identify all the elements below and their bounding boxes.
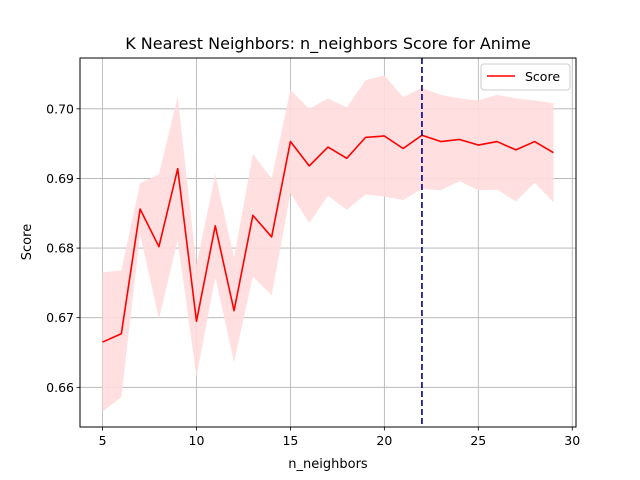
x-tick-label: 15	[282, 433, 298, 448]
y-axis-label: Score	[20, 224, 35, 260]
score-line-layer	[102, 134, 554, 343]
confidence-band	[102, 75, 554, 412]
legend: Score	[480, 63, 571, 91]
y-tick-label: 0.66	[46, 380, 74, 395]
y-tick-label: 0.67	[46, 310, 74, 325]
x-tick-label: 10	[189, 433, 205, 448]
plot-frame	[79, 57, 577, 428]
y-tick-label: 0.70	[46, 101, 74, 116]
chart-title: K Nearest Neighbors: n_neighbors Score f…	[125, 34, 531, 54]
legend-box	[480, 63, 571, 91]
legend-label-score: Score	[525, 69, 560, 84]
x-tick-label: 5	[99, 433, 107, 448]
y-tick-label: 0.69	[46, 171, 74, 186]
y-tick-label: 0.68	[46, 241, 74, 256]
x-tick-label: 20	[376, 433, 392, 448]
ticks: 5 10 15 20 25 30 0.66 0.67 0.68 0.69 0.70	[46, 101, 580, 448]
x-tick-label: 30	[564, 433, 580, 448]
x-tick-label: 25	[470, 433, 486, 448]
x-axis-label: n_neighbors	[288, 457, 368, 472]
confidence-band-layer	[102, 75, 554, 412]
